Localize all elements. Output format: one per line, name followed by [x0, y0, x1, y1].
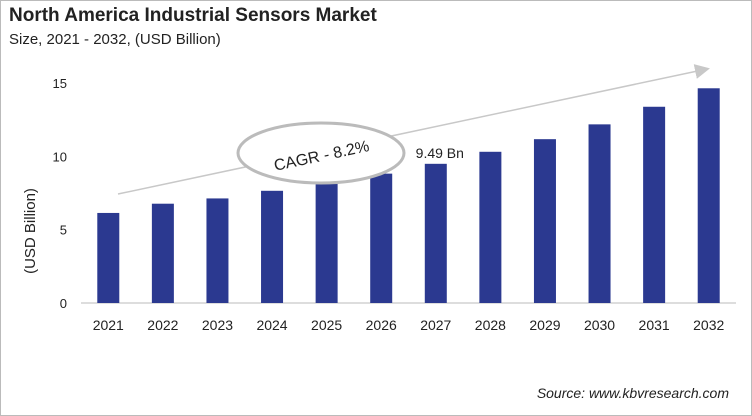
x-tick-label: 2026	[366, 317, 397, 333]
x-tick-label: 2031	[639, 317, 670, 333]
x-tick-label: 2021	[93, 317, 124, 333]
bar-2028	[479, 151, 502, 303]
cagr-ellipse	[236, 121, 406, 185]
bar-2026	[370, 173, 393, 303]
x-tick-label: 2029	[529, 317, 560, 333]
chart-subtitle: Size, 2021 - 2032, (USD Billion)	[9, 31, 221, 48]
x-tick-label: 2027	[420, 317, 451, 333]
bar-2029	[533, 139, 556, 303]
bar-2022	[151, 203, 174, 303]
bar-2031	[643, 106, 666, 303]
x-tick-label: 2028	[475, 317, 506, 333]
bar-2032	[697, 88, 720, 303]
x-tick-label: 2024	[256, 317, 287, 333]
y-axis-label: (USD Billion)	[22, 188, 39, 274]
bar-2030	[588, 124, 611, 303]
trend-arrow	[117, 64, 710, 195]
y-tick-label: 0	[60, 296, 67, 311]
x-tick-label: 2032	[693, 317, 724, 333]
y-tick-label: 15	[53, 76, 67, 91]
x-tick-label: 2030	[584, 317, 615, 333]
data-label: 9.49 Bn	[416, 145, 464, 161]
x-tick-label: 2023	[202, 317, 233, 333]
bar-2021	[97, 212, 120, 303]
y-tick-label: 5	[60, 223, 67, 238]
bar-2027	[424, 163, 447, 303]
chart-title: North America Industrial Sensors Market	[9, 5, 377, 26]
x-tick-label: 2025	[311, 317, 342, 333]
x-tick-label: 2022	[147, 317, 178, 333]
bar-2023	[206, 198, 229, 303]
y-tick-label: 10	[53, 149, 67, 164]
source-note: Source: www.kbvresearch.com	[536, 385, 729, 401]
bar-2024	[261, 190, 284, 303]
bar-2025	[315, 182, 338, 303]
